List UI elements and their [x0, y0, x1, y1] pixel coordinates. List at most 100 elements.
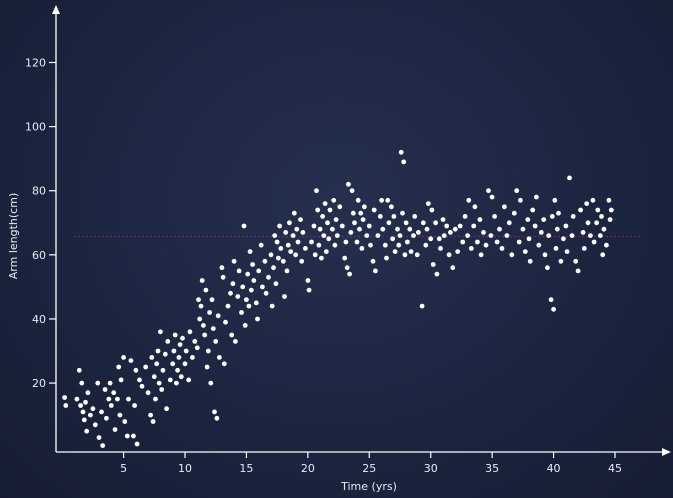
- data-point: [271, 265, 276, 271]
- data-point: [481, 230, 486, 235]
- data-point: [239, 310, 244, 315]
- data-point: [153, 396, 158, 402]
- data-point: [444, 223, 450, 229]
- data-point: [599, 214, 604, 219]
- data-point: [182, 361, 188, 367]
- data-point: [167, 377, 173, 383]
- data-point: [382, 242, 388, 248]
- data-point: [192, 339, 198, 344]
- data-point: [492, 214, 497, 219]
- data-point: [360, 217, 366, 223]
- data-point: [438, 246, 443, 251]
- data-point: [143, 364, 149, 370]
- data-point: [277, 223, 282, 229]
- data-point: [538, 230, 544, 235]
- y-tick-label: 40: [32, 313, 46, 326]
- data-point: [518, 197, 523, 203]
- data-point: [545, 265, 550, 271]
- data-point: [298, 217, 303, 223]
- data-point: [245, 271, 251, 277]
- data-point: [430, 262, 436, 267]
- data-point: [187, 329, 193, 335]
- data-point: [368, 242, 373, 248]
- data-point: [314, 188, 319, 194]
- data-point: [319, 255, 324, 261]
- data-point: [280, 258, 286, 264]
- data-point: [272, 233, 278, 239]
- x-tick-label: 35: [485, 462, 499, 475]
- data-point: [333, 217, 339, 223]
- data-point: [434, 271, 440, 277]
- data-point: [306, 287, 312, 293]
- data-point: [312, 252, 318, 258]
- data-point: [446, 252, 452, 258]
- data-point: [244, 297, 249, 303]
- data-point: [541, 217, 547, 223]
- data-point: [241, 223, 247, 229]
- data-point: [327, 207, 333, 213]
- data-point: [263, 290, 269, 296]
- data-point: [516, 239, 522, 245]
- data-point: [570, 214, 576, 219]
- data-point: [527, 258, 533, 264]
- data-point: [346, 181, 351, 187]
- data-point: [215, 313, 221, 319]
- data-point: [424, 226, 430, 232]
- data-point: [154, 361, 160, 367]
- data-point: [448, 230, 453, 235]
- data-point: [322, 201, 328, 207]
- data-point: [121, 355, 126, 360]
- data-point: [362, 204, 367, 210]
- data-point: [580, 230, 586, 235]
- data-point: [573, 258, 579, 264]
- data-point: [84, 428, 90, 434]
- data-point: [354, 239, 360, 245]
- data-point: [112, 427, 118, 432]
- data-point: [494, 239, 500, 245]
- data-point: [401, 159, 407, 165]
- data-point: [176, 355, 182, 360]
- data-point: [504, 233, 510, 239]
- data-point: [548, 297, 554, 303]
- data-point: [111, 390, 117, 396]
- x-tick-label: 5: [120, 462, 127, 475]
- data-point: [601, 226, 607, 232]
- data-point: [520, 226, 526, 232]
- data-point: [248, 287, 254, 293]
- axes: [52, 5, 671, 456]
- data-point: [395, 226, 400, 232]
- data-point: [558, 258, 564, 264]
- y-tick-label: 100: [25, 121, 46, 134]
- data-point: [373, 268, 378, 274]
- y-tick-label: 80: [32, 185, 46, 198]
- x-axis-label: Time (yrs): [340, 480, 397, 493]
- data-point: [364, 233, 370, 239]
- data-point: [575, 268, 581, 274]
- data-point: [392, 249, 398, 255]
- data-point: [506, 220, 512, 226]
- data-point: [316, 242, 322, 248]
- data-point: [330, 226, 335, 232]
- data-point: [594, 220, 599, 226]
- data-point: [457, 223, 463, 229]
- data-point: [83, 399, 88, 405]
- data-point: [158, 329, 163, 335]
- data-point: [204, 364, 210, 370]
- data-point: [156, 380, 162, 386]
- data-point: [124, 433, 130, 439]
- data-point: [551, 306, 556, 312]
- data-point: [246, 303, 252, 309]
- data-point: [126, 396, 131, 402]
- data-point: [225, 303, 231, 309]
- data-point: [212, 409, 217, 415]
- x-tick-label: 20: [301, 462, 315, 475]
- data-point: [233, 339, 238, 344]
- data-point: [116, 364, 122, 370]
- data-point: [569, 233, 575, 239]
- data-point: [118, 377, 124, 383]
- data-point: [344, 265, 350, 271]
- data-point: [489, 194, 495, 200]
- data-point: [325, 220, 330, 226]
- x-tick-label: 15: [239, 462, 253, 475]
- data-point: [253, 300, 259, 306]
